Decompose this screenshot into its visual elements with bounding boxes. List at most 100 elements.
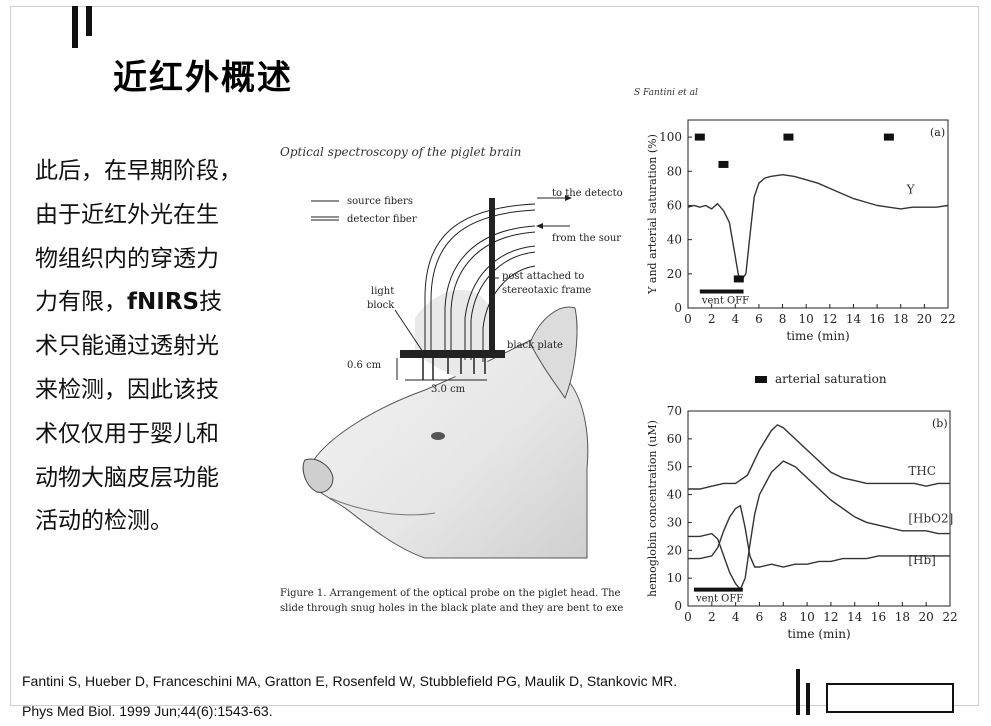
series-line-1 [687,173,949,280]
plate-probe-legs [422,358,486,380]
body-line-2: 由于近红外光在生 [35,201,219,228]
body-line-4-post: 技 [199,289,223,316]
vent-off-label: vent OFF [701,295,749,306]
light-block-label-1: light [371,286,394,297]
panel-label: (b) [932,417,948,430]
body-line-4: 力有限，fNIRS技 [35,281,275,325]
y-tick-label: 40 [667,233,682,247]
bottom-bar-1 [796,669,800,715]
body-line-3: 物组织内的穿透力 [35,245,219,272]
arterial-saturation-swatch [755,376,767,383]
y-tick-label: 50 [667,460,682,474]
x-tick-label: 20 [919,610,934,624]
x-tick-label: 16 [871,610,886,624]
post-label-2: stereotaxic frame [502,285,591,296]
figure-caption: Figure 1. Arrangement of the optical pro… [280,586,630,622]
piglet-ear [529,306,578,400]
body-line-4-pre: 力有限， [35,289,127,316]
reference-line-2: Phys Med Biol. 1999 Jun;44(6):1543-63. [22,703,273,719]
piglet-probe-figure: source fibers detector fiber to the dete… [302,188,623,559]
x-tick-label: 18 [895,610,910,624]
bottom-bar-2 [806,683,810,715]
series-annotation: [Hb] [908,553,936,567]
hemoglobin-chart: 0 2 4 6 8 10 12 14 16 18 20 22 0 10 20 30 40 50 60 70 time (… [646,404,958,641]
arterial-saturation-marker [718,160,729,168]
x-tick-label: 14 [847,610,863,624]
figure-title: Optical spectroscopy of the piglet brain [280,145,522,159]
saturation-chart: 0 2 4 6 8 10 12 14 16 18 20 22 0 20 40 60 80 100 time (min… [646,119,956,343]
source-fibers-label: source fibers [347,196,413,207]
fiber-bundle [424,203,536,362]
reference-line-1: Fantini S, Hueber D, Franceschini MA, Gr… [22,673,678,689]
x-tick-label: 6 [755,312,763,326]
reference: Fantini S, Hueber D, Franceschini MA, Gr… [22,666,677,726]
top-left-bar-2 [86,6,92,36]
body-line-9: 活动的检测。 [35,508,173,535]
y-tick-label: 30 [667,515,682,529]
light-block-pointer [394,309,424,353]
y-tick-label: 20 [667,267,682,281]
x-tick-label: 10 [799,312,814,326]
x-tick-label: 22 [940,312,955,326]
x-tick-label: 8 [779,610,787,624]
plot-frame [687,119,949,309]
x-tick-label: 22 [942,610,957,624]
arterial-saturation-marker [883,133,894,141]
x-axis-label: time (min) [786,329,849,343]
depth-label: 0.6 cm [347,360,382,371]
series-annotation: Y [906,182,916,196]
post [489,198,495,354]
y-tick-label: 20 [667,543,682,557]
arterial-saturation-marker [694,133,705,141]
light-block-label-2: block [367,300,395,311]
body-line-1: 此后，在早期阶段， [35,158,242,184]
x-tick-label: 16 [869,312,884,326]
panel-label: (a) [930,126,945,139]
x-tick-label: 12 [822,312,837,326]
slide-title: 近红外概述 [113,58,293,98]
head-shadow [415,289,492,383]
series-annotation: THC [908,464,936,478]
x-tick-label: 4 [732,610,740,624]
arterial-saturation-legend-label: arterial saturation [775,372,887,386]
x-tick-label: 0 [684,610,692,624]
top-left-bar-1 [72,6,78,48]
x-axis-label: time (min) [787,627,850,641]
y-tick-label: 0 [674,599,682,613]
series-line-2 [688,460,950,591]
piglet-mouth [329,497,436,516]
piglet-eye [431,432,445,440]
body-text: 此后，在早期阶段， 由于近红外光在生 物组织内的穿透力 力有限，fNIRS技 术… [35,150,275,544]
black-plate-label: black plate [507,340,563,351]
y-tick-label: 60 [667,432,682,446]
y-tick-label: 70 [667,404,682,418]
width-label: 3.0 cm [431,384,466,395]
series-line-3 [688,504,950,568]
x-tick-label: 6 [756,610,764,624]
x-tick-label: 12 [823,610,838,624]
x-tick-label: 20 [917,312,932,326]
piglet-snout [302,458,334,493]
y-tick-label: 60 [667,198,682,212]
post-label-1: post attached to [502,271,584,282]
caption-line-1: Figure 1. Arrangement of the optical pro… [280,588,621,599]
y-axis-label: Y and arterial saturation (%) [646,134,659,295]
y-tick-label: 80 [667,164,682,178]
body-line-7: 术仅仅用于婴儿和 [35,420,219,447]
x-tick-label: 18 [893,312,908,326]
x-tick-label: 2 [708,312,716,326]
from-source-label: from the sour [552,233,621,244]
corner-box [826,683,954,713]
detector-fiber-label: detector fiber [347,214,417,225]
x-tick-label: 2 [708,610,716,624]
fnirs-term: fNIRS [127,289,200,316]
arterial-saturation-marker [733,275,744,283]
x-tick-label: 4 [731,312,739,326]
plot-frame [687,410,951,607]
body-line-6: 来检测，因此该技 [35,376,219,403]
series-annotation: [HbO2] [908,511,953,525]
figure-author-note: S Fantini et al [634,88,698,98]
body-line-5: 术只能通过透射光 [35,333,219,360]
x-tick-label: 10 [799,610,814,624]
